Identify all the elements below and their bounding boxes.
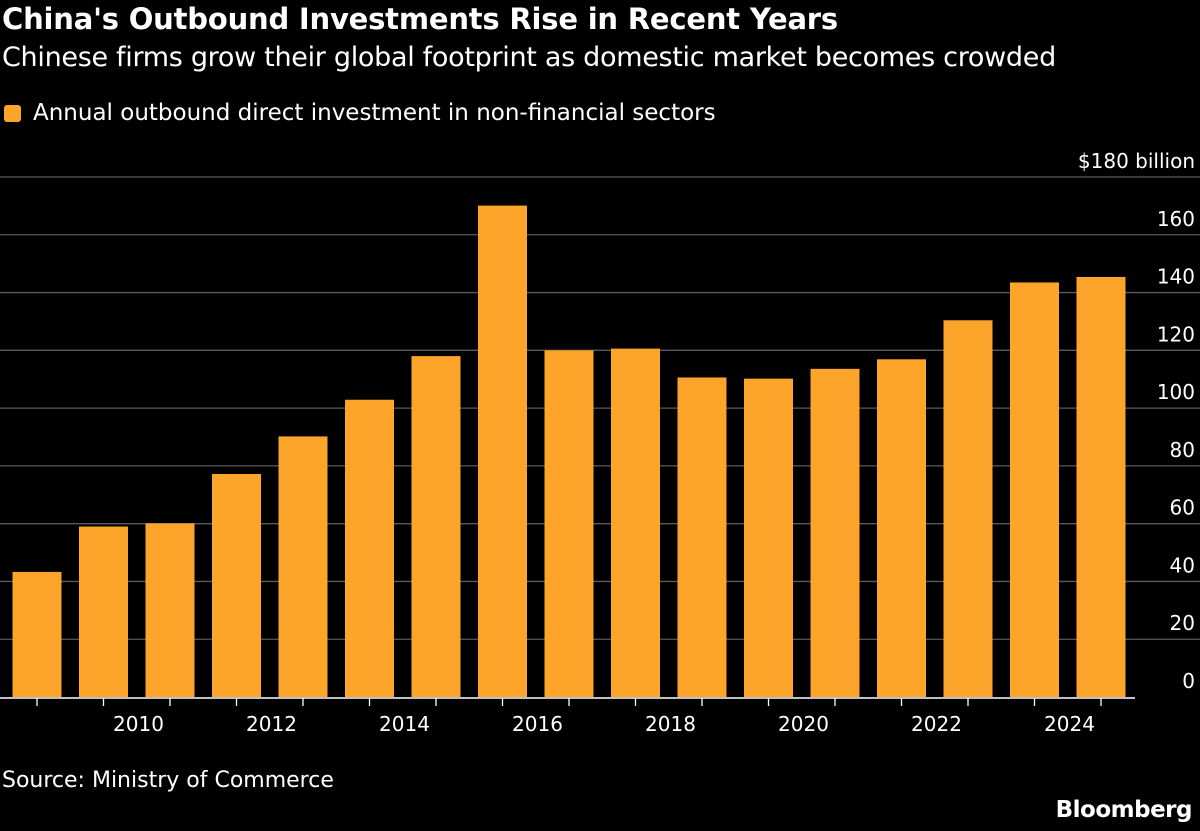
bar-2018 (611, 348, 660, 697)
y-tick-labels: 0 20 40 60 80 100 120 140 160 $180 billion (1078, 149, 1195, 693)
y-tick-label: 80 (1170, 438, 1195, 462)
bar-2021 (810, 368, 860, 697)
y-tick-label: 20 (1170, 611, 1195, 635)
bar-2024 (1010, 282, 1059, 697)
y-tick-label: 160 (1157, 207, 1195, 231)
chart-subtitle: Chinese firms grow their global footprin… (2, 42, 1056, 73)
bar-2025 (1076, 276, 1126, 697)
bar-2016 (478, 205, 527, 697)
bar-2020 (744, 378, 793, 697)
x-tick-label: 2022 (911, 712, 962, 736)
legend-label: Annual outbound direct investment in non… (33, 100, 716, 126)
bar-2015 (411, 356, 461, 697)
x-tick-label: 2016 (512, 712, 563, 736)
x-tick-label: 2018 (645, 712, 696, 736)
bloomberg-logo: Bloomberg (1055, 797, 1193, 823)
bar-2010 (79, 526, 128, 697)
source-note: Source: Ministry of Commerce (2, 768, 334, 793)
y-tick-label: 0 (1182, 669, 1195, 693)
x-tick-label: 2020 (778, 712, 829, 736)
x-tick-labels: 2010 2012 2014 2016 2018 2020 2022 2024 (113, 712, 1095, 736)
y-tick-label: $180 billion (1078, 149, 1195, 173)
bar-2019 (677, 377, 727, 697)
y-tick-label: 140 (1157, 265, 1195, 289)
y-tick-label: 60 (1170, 496, 1195, 520)
bar-2011 (145, 523, 195, 697)
x-tick-label: 2024 (1044, 712, 1095, 736)
gridlines (0, 176, 1200, 640)
bar-2014 (345, 399, 394, 697)
x-tick-label: 2012 (246, 712, 297, 736)
x-tick-label: 2010 (113, 712, 164, 736)
legend: Annual outbound direct investment in non… (4, 98, 716, 128)
y-tick-label: 40 (1170, 553, 1195, 577)
chart-title: China's Outbound Investments Rise in Rec… (2, 2, 838, 36)
y-tick-label: 120 (1157, 322, 1195, 346)
bar-2009 (12, 571, 62, 697)
bar-2017 (544, 350, 594, 697)
bar-2022 (877, 359, 926, 697)
x-axis (0, 697, 1135, 706)
y-tick-label: 100 (1157, 380, 1195, 404)
bar-2012 (212, 473, 261, 697)
bar-2023 (943, 320, 993, 697)
legend-swatch (4, 104, 21, 122)
x-tick-label: 2014 (379, 712, 430, 736)
bar-2013 (278, 436, 328, 697)
bars (12, 205, 1126, 697)
